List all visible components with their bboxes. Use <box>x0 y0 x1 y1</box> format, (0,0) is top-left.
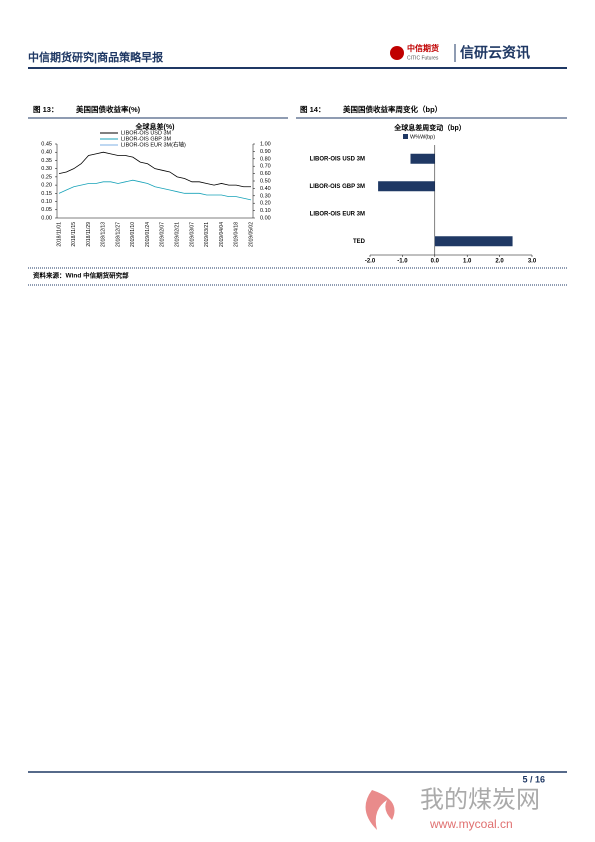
x-tick-label: 2019/04/18 <box>234 222 240 247</box>
bar <box>378 181 435 192</box>
legend-label: LIBOR-OIS GBP 3M <box>121 136 171 142</box>
x-tick-label: 2019/03/07 <box>189 222 195 247</box>
category-label: LIBOR-OIS GBP 3M <box>309 184 365 190</box>
figure-caption: 美国国债收益率周变化（bp） <box>343 104 442 114</box>
y2-tick-label: 0.00 <box>260 215 271 221</box>
x-tick-label: -1.0 <box>397 259 408 265</box>
category-label: LIBOR-OIS EUR 3M <box>310 211 365 217</box>
legend-label: W%W(bp) <box>410 134 435 140</box>
x-tick-label: 2019/03/21 <box>204 222 210 247</box>
y2-tick-label: 0.60 <box>260 171 271 177</box>
x-tick-label: 2019/02/21 <box>174 222 180 247</box>
y-tick-label: 0.15 <box>41 191 52 197</box>
x-tick-label: 3.0 <box>528 259 537 265</box>
logo-icon <box>390 46 404 60</box>
figure-label: 图 14： <box>300 105 325 114</box>
watermark-name: 我的煤炭网 <box>420 786 540 813</box>
y-tick-label: 0.45 <box>41 141 52 147</box>
y-tick-label: 0.40 <box>41 150 52 156</box>
x-tick-label: 2019/01/24 <box>145 222 151 247</box>
x-tick-label: 2019/04/04 <box>219 222 225 247</box>
x-tick-label: 2.0 <box>495 259 504 265</box>
x-tick-label: 1.0 <box>463 259 472 265</box>
chart-title: 全球息差周变动（bp） <box>393 123 466 132</box>
x-tick-label: -2.0 <box>365 259 376 265</box>
header-title: 中信期货研究|商品策略早报 <box>28 50 164 64</box>
y-tick-label: 0.35 <box>41 158 52 164</box>
x-tick-label: 2019/01/10 <box>130 222 136 247</box>
y-tick-label: 0.00 <box>41 215 52 221</box>
legend-swatch <box>403 134 408 139</box>
x-tick-label: 0.0 <box>431 259 440 265</box>
brand: 信研云资讯 <box>460 45 530 61</box>
y2-tick-label: 0.10 <box>260 208 271 214</box>
x-tick-label: 2018/12/13 <box>101 222 107 247</box>
y2-tick-label: 0.50 <box>260 178 271 184</box>
line-series <box>58 151 251 188</box>
watermark-icon <box>365 790 395 830</box>
y-tick-label: 0.30 <box>41 166 52 172</box>
y-tick-label: 0.10 <box>41 199 52 205</box>
watermark-url: www.mycoal.cn <box>429 817 513 831</box>
y-tick-label: 0.05 <box>41 207 52 213</box>
source: 资料来源：Wind 中信期货研究部 <box>33 271 129 280</box>
chart-title: 全球息差(%) <box>135 122 175 131</box>
y-tick-label: 0.20 <box>41 183 52 189</box>
legend-label: LIBOR-OIS EUR 3M(右轴) <box>121 140 186 148</box>
x-tick-label: 2018/11/15 <box>71 222 77 247</box>
x-tick-label: 2018/12/27 <box>115 222 121 247</box>
category-label: LIBOR-OIS USD 3M <box>310 156 365 162</box>
logo-cn: 中信期货 <box>407 43 439 53</box>
bar <box>410 153 435 164</box>
y2-tick-label: 0.70 <box>260 164 271 170</box>
x-tick-label: 2019/02/07 <box>160 222 166 247</box>
x-tick-label: 2018/11/01 <box>56 222 62 247</box>
y2-tick-label: 0.40 <box>260 186 271 192</box>
bar <box>434 236 513 247</box>
logo-en: CITIC Futures <box>407 55 439 61</box>
category-label: TED <box>353 239 366 245</box>
y2-tick-label: 0.20 <box>260 201 271 207</box>
line-series <box>58 179 252 201</box>
y2-tick-label: 0.80 <box>260 156 271 162</box>
legend-label: LIBOR-OIS USD 3M <box>121 130 172 136</box>
page-number: 5 / 16 <box>522 774 545 784</box>
y2-tick-label: 0.90 <box>260 149 271 155</box>
y-tick-label: 0.25 <box>41 174 52 180</box>
y2-tick-label: 1.00 <box>260 141 271 147</box>
y2-tick-label: 0.30 <box>260 193 271 199</box>
x-tick-label: 2018/11/29 <box>86 222 92 247</box>
figure-caption: 美国国债收益率(%) <box>76 104 141 114</box>
figure-label: 图 13： <box>33 105 58 114</box>
x-tick-label: 2019/05/02 <box>248 222 254 247</box>
